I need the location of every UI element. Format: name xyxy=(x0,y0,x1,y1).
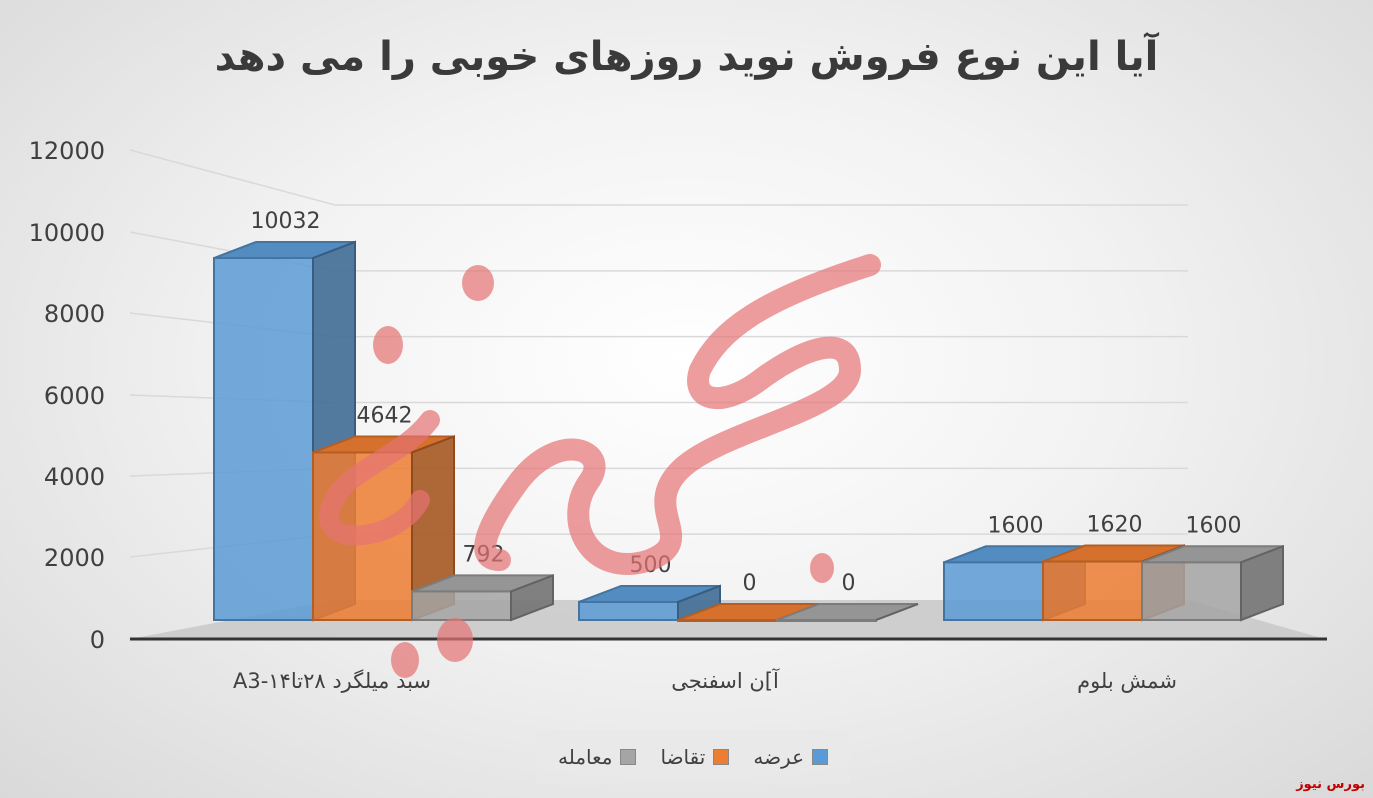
y-tick-label: 0 xyxy=(90,626,105,654)
bar xyxy=(1141,561,1242,622)
data-label: 1600 xyxy=(1186,513,1242,538)
watermark-dot xyxy=(810,553,834,583)
legend-label: معامله xyxy=(557,745,613,769)
legend-item-series-1: تقاضا xyxy=(660,745,730,769)
bar xyxy=(1042,560,1143,622)
y-tick-label: 6000 xyxy=(44,382,105,410)
watermark-dot xyxy=(462,265,494,301)
data-label: 10032 xyxy=(251,209,321,234)
legend-item-series-2: معامله xyxy=(558,745,637,769)
y-tick-label: 2000 xyxy=(44,544,105,572)
data-label: 4642 xyxy=(357,403,413,428)
x-tick-label: آ]ن اسفنجی xyxy=(671,668,780,693)
bar xyxy=(943,561,1044,622)
watermark-dot xyxy=(391,642,419,678)
legend-swatch-icon xyxy=(812,749,829,765)
bar-side xyxy=(510,573,554,622)
x-axis-ticks: سبد میلگرد ۲۸تا۱۴-A3 آ]ن اسفنجی شمش بلوم xyxy=(233,668,1177,693)
legend: عرضه تقاضا معامله xyxy=(536,730,850,784)
data-label: 1620 xyxy=(1087,513,1143,538)
data-label: 1600 xyxy=(988,513,1044,538)
gridline xyxy=(129,149,1188,206)
x-tick-label: شمش بلوم xyxy=(1077,669,1177,693)
x-tick-label: سبد میلگرد ۲۸تا۱۴-A3 xyxy=(233,669,431,693)
watermark-stroke xyxy=(474,254,881,575)
y-axis-ticks: 0 2000 4000 6000 8000 10000 12000 xyxy=(29,137,105,654)
y-tick-label: 10000 xyxy=(29,219,105,247)
y-tick-label: 12000 xyxy=(29,137,105,165)
watermark-logo xyxy=(319,254,881,678)
bar xyxy=(578,600,679,622)
watermark-dot xyxy=(437,618,473,662)
brand-logo-text: بورس نیوز xyxy=(1296,777,1365,792)
legend-label: عرضه xyxy=(753,745,805,769)
watermark-dot xyxy=(373,326,403,364)
bar-side xyxy=(875,603,919,621)
legend-swatch-icon xyxy=(713,749,730,765)
legend-swatch-icon xyxy=(620,749,637,765)
chart-title: آیا این نوع فروش نوید روزهای خوبی را می … xyxy=(214,34,1159,80)
data-label: 0 xyxy=(743,571,757,596)
bar xyxy=(213,257,314,621)
legend-label: تقاضا xyxy=(660,745,706,769)
y-tick-label: 8000 xyxy=(44,300,105,328)
watermark-stroke xyxy=(319,410,440,546)
legend-item-series-0: عرضه xyxy=(753,745,829,769)
y-tick-label: 4000 xyxy=(44,463,105,491)
bar xyxy=(411,590,512,622)
data-label: 0 xyxy=(842,571,856,596)
bar-side xyxy=(1240,544,1284,622)
